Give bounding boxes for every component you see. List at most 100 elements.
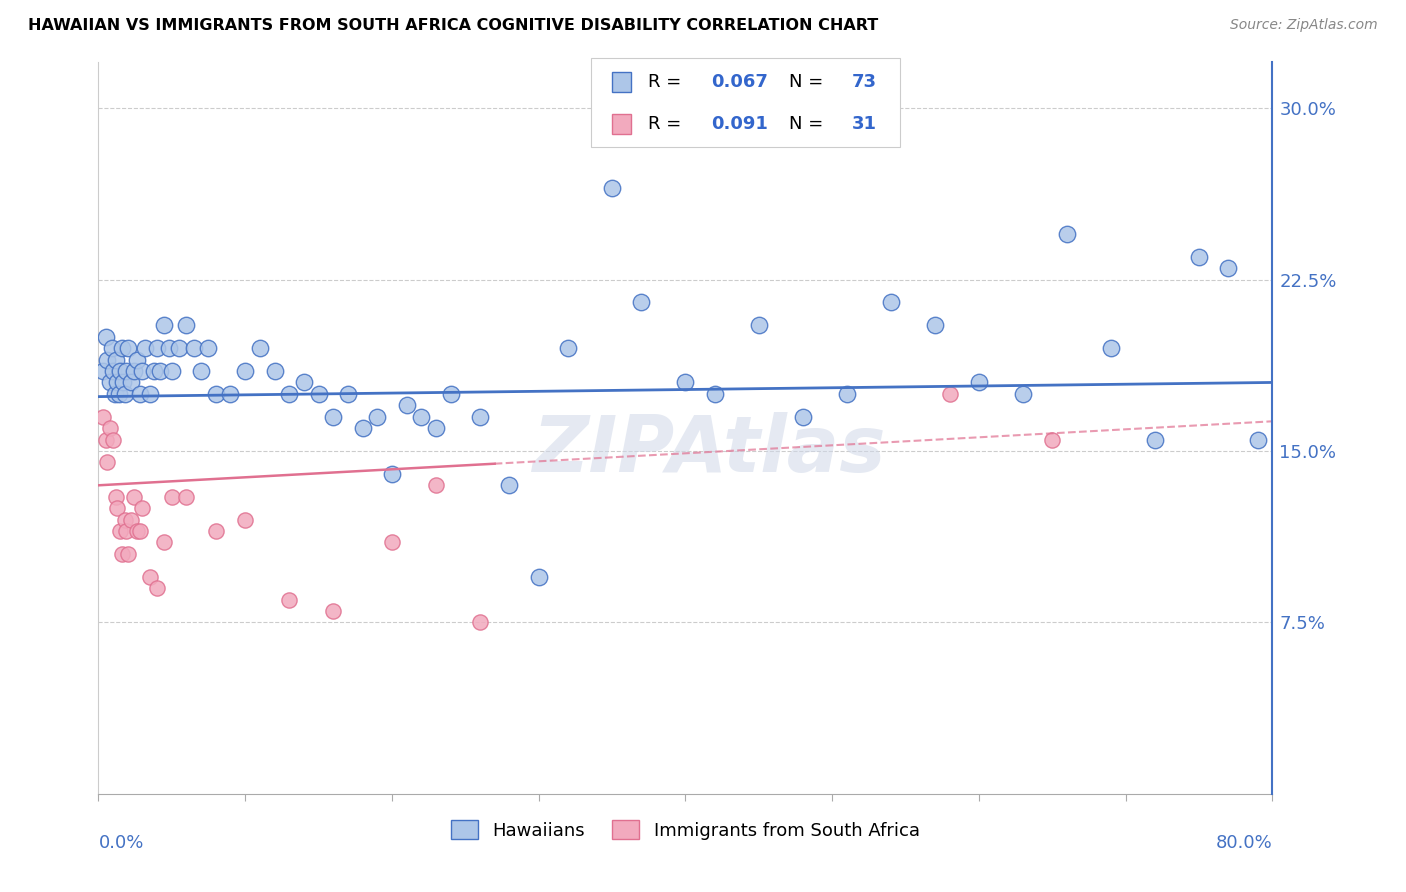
Point <box>107 376 129 390</box>
Point <box>157 341 180 355</box>
Text: N =: N = <box>789 115 828 133</box>
Point <box>105 352 128 367</box>
Point <box>111 341 134 355</box>
Point <box>967 376 990 390</box>
Point <box>131 364 153 378</box>
Point <box>110 364 132 378</box>
Point <box>1099 341 1122 355</box>
Point <box>197 341 219 355</box>
Point <box>153 535 176 549</box>
Point <box>111 547 134 561</box>
Point <box>675 376 697 390</box>
Point <box>183 341 205 355</box>
Point <box>94 433 117 447</box>
Point <box>105 490 128 504</box>
Point <box>1188 250 1211 264</box>
Point <box>139 570 162 584</box>
Point <box>153 318 176 333</box>
Point <box>110 524 132 538</box>
Point <box>120 376 142 390</box>
Point <box>630 295 652 310</box>
Point <box>131 501 153 516</box>
Point <box>249 341 271 355</box>
Point <box>101 433 124 447</box>
Point <box>101 364 124 378</box>
Point <box>125 352 148 367</box>
Point <box>468 409 491 424</box>
Point <box>263 364 285 378</box>
Point <box>381 467 404 481</box>
Point <box>1144 433 1167 447</box>
Point <box>190 364 212 378</box>
Point <box>117 547 139 561</box>
Point <box>233 364 256 378</box>
Point <box>114 512 136 526</box>
Point <box>527 570 550 584</box>
Point <box>1218 261 1240 276</box>
Point <box>139 387 162 401</box>
Point <box>98 421 121 435</box>
Point <box>468 615 491 630</box>
Point <box>91 409 114 424</box>
Point <box>205 387 228 401</box>
Text: 73: 73 <box>852 73 877 91</box>
Point <box>233 512 256 526</box>
Point <box>395 398 418 412</box>
Point <box>160 490 183 504</box>
Text: ZIPAtlas: ZIPAtlas <box>531 412 886 488</box>
Point <box>411 409 433 424</box>
Point <box>96 352 118 367</box>
Point <box>176 318 198 333</box>
Point <box>703 387 725 401</box>
Point <box>498 478 520 492</box>
Point <box>425 478 447 492</box>
Text: 0.091: 0.091 <box>711 115 768 133</box>
Point <box>146 341 169 355</box>
Point <box>880 295 903 310</box>
Bar <box>612 114 631 134</box>
Point <box>1012 387 1035 401</box>
Point <box>125 524 148 538</box>
Text: HAWAIIAN VS IMMIGRANTS FROM SOUTH AFRICA COGNITIVE DISABILITY CORRELATION CHART: HAWAIIAN VS IMMIGRANTS FROM SOUTH AFRICA… <box>28 18 879 33</box>
Point <box>1040 433 1063 447</box>
Point <box>835 387 858 401</box>
Point <box>117 341 139 355</box>
Point <box>439 387 461 401</box>
Point <box>176 490 198 504</box>
Point <box>792 409 814 424</box>
Point <box>322 409 344 424</box>
Point <box>160 364 183 378</box>
Point <box>167 341 190 355</box>
Point <box>924 318 946 333</box>
Point <box>108 387 131 401</box>
Point <box>112 376 135 390</box>
Point <box>748 318 770 333</box>
Bar <box>612 72 631 92</box>
Text: R =: R = <box>648 73 688 91</box>
Point <box>600 181 623 195</box>
Point <box>381 535 404 549</box>
Point <box>322 604 344 618</box>
Point <box>938 387 960 401</box>
Point <box>146 581 169 595</box>
Point <box>1056 227 1078 241</box>
Text: 0.067: 0.067 <box>711 73 768 91</box>
Point <box>128 524 150 538</box>
Point <box>205 524 228 538</box>
Point <box>114 387 136 401</box>
Point <box>91 364 114 378</box>
Legend: Hawaiians, Immigrants from South Africa: Hawaiians, Immigrants from South Africa <box>444 814 927 847</box>
Point <box>96 455 118 469</box>
Text: N =: N = <box>789 73 828 91</box>
Point <box>366 409 388 424</box>
Point <box>219 387 242 401</box>
Point <box>336 387 359 401</box>
Point <box>1247 433 1270 447</box>
Point <box>352 421 374 435</box>
Point <box>122 364 145 378</box>
Point <box>100 341 122 355</box>
Point <box>103 387 125 401</box>
Point <box>122 490 145 504</box>
Point <box>278 592 301 607</box>
Point <box>278 387 301 401</box>
